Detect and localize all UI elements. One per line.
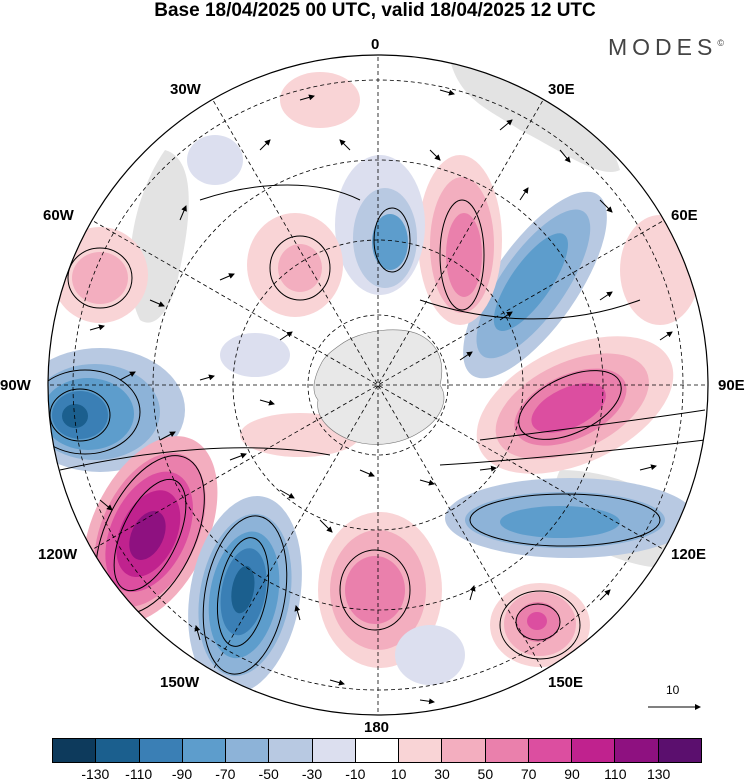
colorbar-tick-label: 10 [390,766,407,782]
label-lon-90e: 90E [718,377,745,394]
brand-logo: MODES© [608,34,724,61]
label-lon-120w: 120W [38,546,78,563]
colorbar-swatch [354,739,399,762]
colorbar-swatch [571,739,615,762]
label-lon-180: 180 [364,719,390,736]
colorbar-tick-label: 70 [520,766,537,782]
colorbar-swatch [53,739,96,762]
colorbar-tick-label: -90 [171,766,193,782]
colorbar-tick-label: -30 [301,766,323,782]
label-lon-60e: 60E [671,207,698,224]
reference-vector-label: 10 [666,683,680,697]
anomaly-90w [48,348,185,472]
colorbar-tick-label: -50 [258,766,279,782]
graticule [48,55,708,715]
label-lon-30e: 30E [548,81,575,98]
colorbar-tick-label: 90 [564,766,580,782]
colorbar-swatch [484,739,528,762]
colorbar-swatch [95,739,139,762]
colorbar-swatch [441,739,485,762]
anomaly-45e [463,191,607,379]
anomaly-0 [335,155,425,295]
anomaly-field [48,55,708,715]
label-lon-120e: 120E [671,546,707,563]
colorbar-tick-label: 110 [604,766,627,782]
colorbar-swatch [268,739,312,762]
wind-vectors [89,89,695,705]
anomaly-30w [247,213,343,317]
brand-name: MODES [608,34,718,60]
label-lon-60w: 60W [43,207,74,224]
colorbar-swatch [181,739,226,762]
colorbar-swatch [138,739,182,762]
label-lon-0: 0 [371,36,380,53]
colorbar-tick-label: -10 [345,766,366,782]
map-border [47,54,709,716]
colorbar-tick-label: -70 [215,766,236,782]
colorbar-tick-label: 130 [646,766,671,782]
label-lon-30w: 30W [170,81,201,98]
anomaly-150e [490,583,590,667]
streamlines [48,184,706,675]
colorbar-swatch [225,739,269,762]
colorbar-tick-label: -130 [81,766,110,782]
colorbar-tick-label: 50 [477,766,494,782]
colorbar-swatch [527,739,572,762]
colorbar [52,738,702,763]
label-lon-150e: 150E [548,674,584,691]
anomaly-120w [82,436,218,624]
colorbar-tick-label: -110 [125,766,153,782]
colorbar-swatch [614,739,658,762]
copyright-mark: © [717,38,724,48]
colorbar-ticks: -130 -110 -90 -70 -50 -30 -10 10 30 50 70 90 110 130 [52,766,702,784]
colorbar-swatch [311,739,355,762]
colorbar-swatch [657,739,701,762]
colorbar-swatch [398,739,442,762]
label-lon-90w: 90W [0,377,31,394]
africa-land [450,60,620,172]
anomaly-90e [476,336,674,474]
page-title: Base 18/04/2025 00 UTC, valid 18/04/2025… [154,0,596,21]
label-lon-150w: 150W [160,674,200,691]
anomaly-20e [418,155,502,325]
colorbar-tick-label: 30 [434,766,450,782]
